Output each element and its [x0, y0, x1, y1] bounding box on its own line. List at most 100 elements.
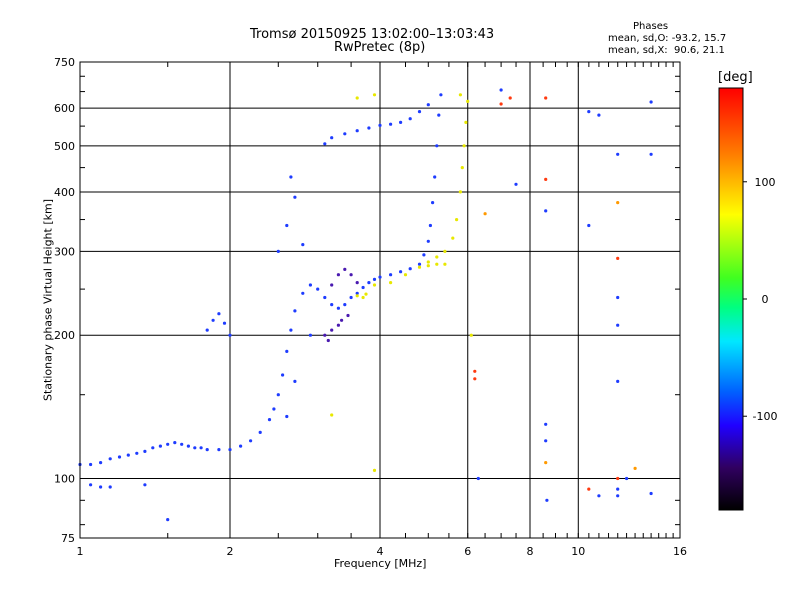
data-point [587, 110, 591, 114]
data-point [349, 273, 353, 277]
data-point [289, 175, 293, 179]
data-point [143, 449, 147, 453]
data-point [222, 321, 227, 325]
data-point [378, 123, 382, 127]
data-point [89, 462, 93, 467]
data-point [399, 270, 403, 274]
colorbar-tick-label: -100 [753, 410, 778, 423]
data-point [378, 275, 382, 279]
data-point [143, 483, 147, 487]
data-point [364, 292, 368, 296]
data-point [293, 379, 297, 383]
stats-o-mode: mean, sd,O: -93.2, 15.7 [608, 33, 727, 44]
data-point [483, 212, 487, 216]
data-point [301, 291, 305, 295]
colorbar-tick-label: 100 [755, 176, 776, 189]
x-tick-label: 4 [377, 545, 384, 558]
data-point [422, 253, 426, 257]
data-point [451, 236, 455, 240]
data-point [293, 195, 297, 199]
data-point [372, 283, 377, 287]
data-point [228, 448, 232, 452]
data-point [281, 373, 285, 377]
data-point [439, 93, 443, 97]
data-point [330, 413, 334, 417]
data-point [330, 303, 334, 307]
data-point [205, 448, 209, 452]
data-point [544, 177, 548, 181]
data-point [476, 476, 480, 481]
data-point [544, 461, 548, 465]
data-point [403, 273, 408, 277]
data-point [649, 100, 653, 104]
data-point [649, 152, 653, 156]
data-point [355, 294, 359, 298]
x-tick-label: 6 [464, 545, 471, 558]
data-point [462, 144, 466, 148]
data-point [435, 144, 439, 148]
x-axis-label: Frequency [MHz] [334, 557, 427, 570]
data-point [336, 323, 340, 327]
data-point [597, 113, 601, 117]
y-axis-label: Stationary phase Virtual Height [km] [41, 198, 55, 402]
data-point [330, 283, 334, 287]
data-point [285, 349, 289, 353]
data-point [417, 110, 422, 114]
data-point [417, 265, 422, 269]
y-tick-label: 750 [54, 56, 75, 69]
data-point [473, 369, 477, 373]
data-point [426, 264, 430, 268]
data-point [616, 476, 620, 481]
data-point [349, 295, 353, 300]
data-point [355, 291, 359, 295]
data-point [372, 277, 377, 281]
data-point [199, 446, 203, 450]
colorbar-gradient [718, 87, 744, 511]
data-point [458, 190, 462, 194]
data-point [173, 441, 177, 445]
data-point [633, 466, 637, 470]
data-point [316, 287, 320, 291]
data-point [399, 120, 403, 124]
data-point [217, 312, 221, 316]
data-point [616, 201, 620, 205]
y-tick-label: 200 [54, 329, 75, 342]
colorbar: 100 0 -100 [718, 87, 778, 511]
data-point [211, 318, 215, 322]
data-point [217, 448, 221, 452]
data-point [372, 93, 377, 97]
x-tick-label: 10 [571, 545, 585, 558]
data-point [323, 333, 327, 337]
data-point [455, 218, 459, 222]
data-point [289, 328, 293, 332]
data-point [158, 444, 162, 448]
data-point [276, 249, 280, 253]
data-point [625, 476, 629, 481]
data-point [228, 333, 232, 337]
data-point [587, 223, 591, 228]
data-point [408, 117, 412, 121]
stats-x-mode: mean, sd,X: 90.6, 21.1 [608, 45, 725, 56]
chart-title: Tromsø 20150925 13:02:00–13:03:43 [250, 27, 495, 42]
data-point [308, 333, 312, 337]
y-tick-label: 75 [61, 532, 75, 545]
data-point [340, 318, 344, 322]
data-point [616, 152, 620, 156]
y-tick-label: 500 [54, 140, 75, 153]
data-point [443, 262, 447, 266]
data-point [343, 132, 347, 136]
data-point [343, 303, 347, 307]
data-point [336, 273, 340, 277]
data-point [285, 414, 289, 419]
data-point [417, 262, 422, 266]
data-point [408, 267, 412, 271]
data-point [367, 126, 371, 130]
data-point [355, 281, 359, 285]
data-point [544, 422, 548, 426]
x-tick-label: 2 [227, 545, 234, 558]
data-point [616, 323, 620, 327]
data-point [433, 175, 437, 179]
data-point [616, 494, 620, 498]
data-point [428, 223, 432, 228]
data-point [616, 295, 620, 300]
